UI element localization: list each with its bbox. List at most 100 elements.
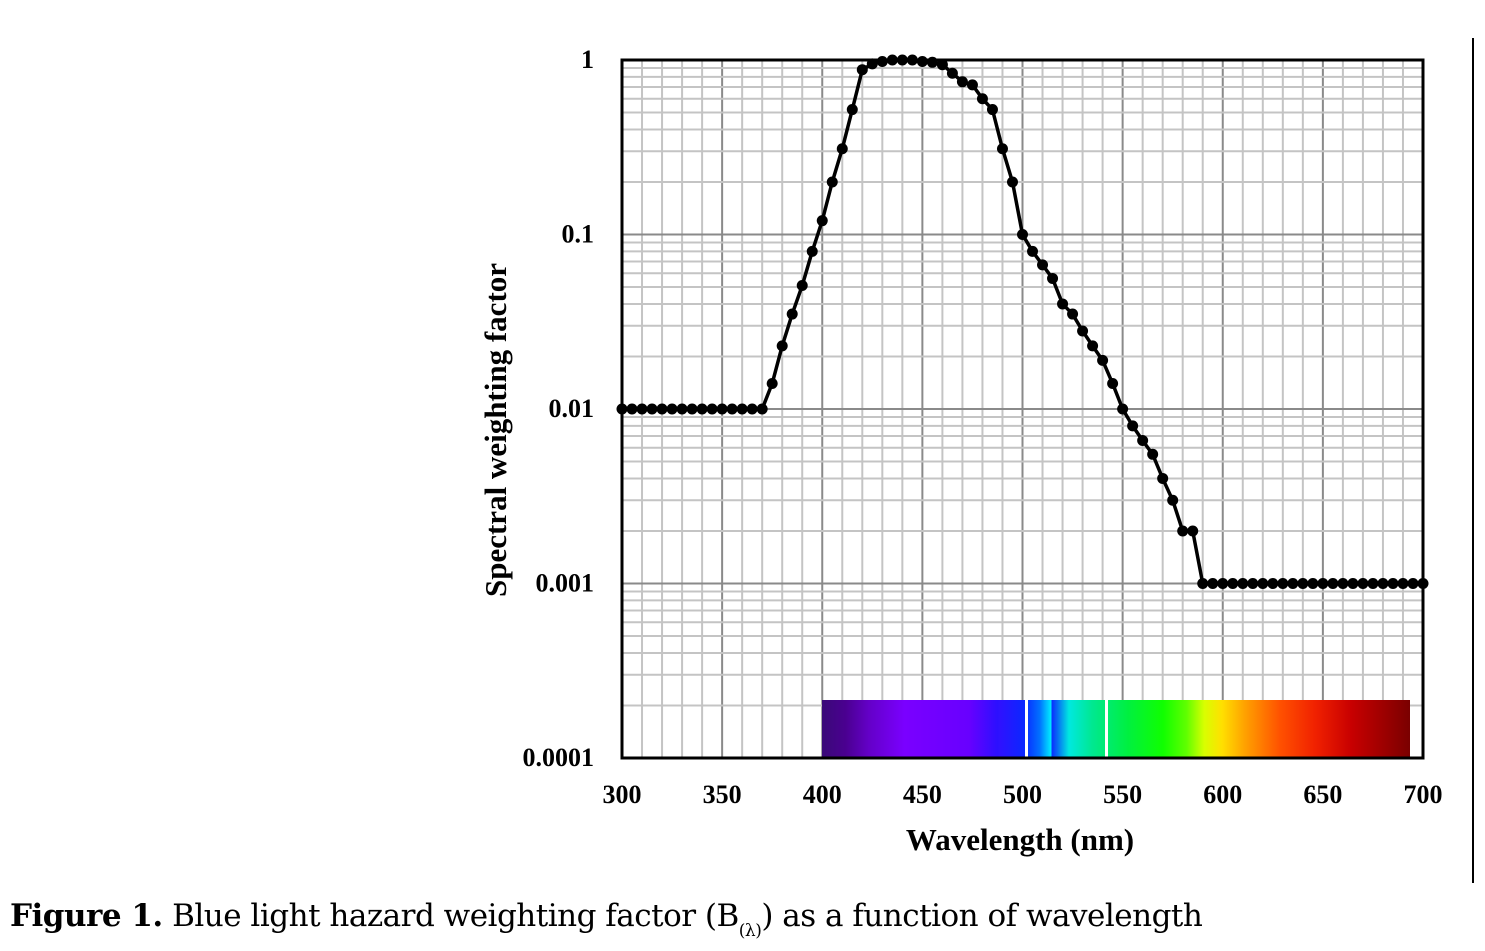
- caption-text: Blue light hazard weighting factor (B: [162, 898, 739, 934]
- spectrum-bar: [822, 700, 1410, 757]
- data-point: [1337, 578, 1349, 589]
- data-point: [1297, 578, 1309, 589]
- data-point: [686, 403, 698, 415]
- data-point: [756, 403, 768, 415]
- x-tick-labels: 300 350 400 450 500 550 600 650 700: [603, 780, 1443, 809]
- series-line: [616, 54, 1429, 589]
- data-point: [916, 56, 928, 68]
- data-point: [1397, 578, 1409, 589]
- data-point: [1307, 578, 1319, 589]
- x-tick-label: 500: [1003, 780, 1042, 809]
- x-tick-label: 650: [1303, 780, 1342, 809]
- data-point: [866, 58, 878, 70]
- data-point: [1037, 259, 1049, 271]
- data-point: [1027, 245, 1039, 257]
- data-point: [976, 93, 988, 105]
- data-point: [896, 54, 908, 66]
- data-point: [676, 403, 688, 415]
- x-axis-label: Wavelength (nm): [906, 822, 1134, 857]
- data-point: [1217, 578, 1229, 589]
- data-point: [1117, 403, 1129, 415]
- x-tick-label: 400: [803, 780, 842, 809]
- figure-caption: Figure 1. Blue light hazard weighting fa…: [10, 898, 1203, 941]
- data-point: [806, 245, 818, 257]
- data-point: [1257, 578, 1269, 589]
- data-point: [886, 54, 898, 66]
- grid: [621, 60, 1424, 759]
- data-point: [1177, 525, 1189, 537]
- data-point: [826, 176, 838, 188]
- data-point: [746, 403, 758, 415]
- data-point: [636, 403, 648, 415]
- data-point: [1077, 325, 1089, 337]
- x-tick-label: 300: [603, 780, 642, 809]
- data-point: [966, 79, 978, 91]
- data-point: [1047, 272, 1059, 284]
- data-point: [1407, 578, 1419, 589]
- data-point: [1347, 578, 1359, 589]
- data-point: [926, 56, 938, 68]
- data-point: [796, 280, 808, 292]
- caption-text-end: ) as a function of wavelength: [761, 898, 1203, 934]
- y-tick-label: 0.0001: [523, 743, 595, 772]
- data-point: [626, 403, 638, 415]
- data-point: [706, 403, 718, 415]
- x-tick-label: 600: [1203, 780, 1242, 809]
- data-point: [1197, 578, 1209, 589]
- data-point: [716, 403, 728, 415]
- data-point: [996, 143, 1008, 155]
- data-point: [1157, 472, 1169, 484]
- data-point: [696, 403, 708, 415]
- y-axis-label: Spectral weighting factor: [478, 263, 513, 597]
- data-point: [786, 308, 798, 320]
- x-tick-label: 450: [903, 780, 942, 809]
- y-tick-label: 0.01: [549, 394, 595, 423]
- data-point: [906, 54, 918, 66]
- data-point: [646, 403, 658, 415]
- data-point: [1317, 578, 1329, 589]
- data-point: [1247, 578, 1259, 589]
- data-point: [1417, 578, 1429, 589]
- data-point: [816, 215, 828, 227]
- data-point: [1227, 578, 1239, 589]
- data-point: [1277, 578, 1289, 589]
- data-point: [1387, 578, 1399, 589]
- x-tick-label: 350: [703, 780, 742, 809]
- data-point: [1137, 434, 1149, 446]
- data-point: [876, 56, 888, 68]
- data-point: [1327, 578, 1339, 589]
- data-point: [776, 340, 788, 352]
- data-point: [1057, 298, 1069, 310]
- y-tick-labels: 1 0.1 0.01 0.001 0.0001: [523, 45, 595, 772]
- y-tick-label: 0.1: [562, 220, 595, 249]
- data-point: [1006, 176, 1018, 188]
- data-point: [1067, 308, 1079, 320]
- caption-subscript: (λ): [738, 921, 762, 941]
- data-point: [1107, 378, 1119, 390]
- data-point: [1207, 578, 1219, 589]
- data-point: [616, 403, 628, 415]
- data-point: [666, 403, 678, 415]
- data-point: [656, 403, 668, 415]
- data-point: [1097, 354, 1109, 366]
- data-point: [726, 403, 738, 415]
- data-point: [936, 59, 948, 71]
- data-point: [1377, 578, 1389, 589]
- data-point: [1287, 578, 1299, 589]
- data-point: [1357, 578, 1369, 589]
- data-point: [1147, 448, 1159, 460]
- figure-label: Figure 1.: [10, 898, 163, 934]
- data-point: [836, 143, 848, 155]
- data-point: [1127, 420, 1139, 432]
- data-point: [736, 403, 748, 415]
- y-tick-label: 0.001: [536, 569, 595, 598]
- data-point: [766, 378, 778, 390]
- data-point: [1087, 340, 1099, 352]
- x-tick-label: 700: [1404, 780, 1443, 809]
- data-point: [846, 104, 858, 116]
- x-tick-label: 550: [1103, 780, 1142, 809]
- data-point: [1187, 525, 1199, 537]
- data-point: [1237, 578, 1249, 589]
- data-point: [1267, 578, 1279, 589]
